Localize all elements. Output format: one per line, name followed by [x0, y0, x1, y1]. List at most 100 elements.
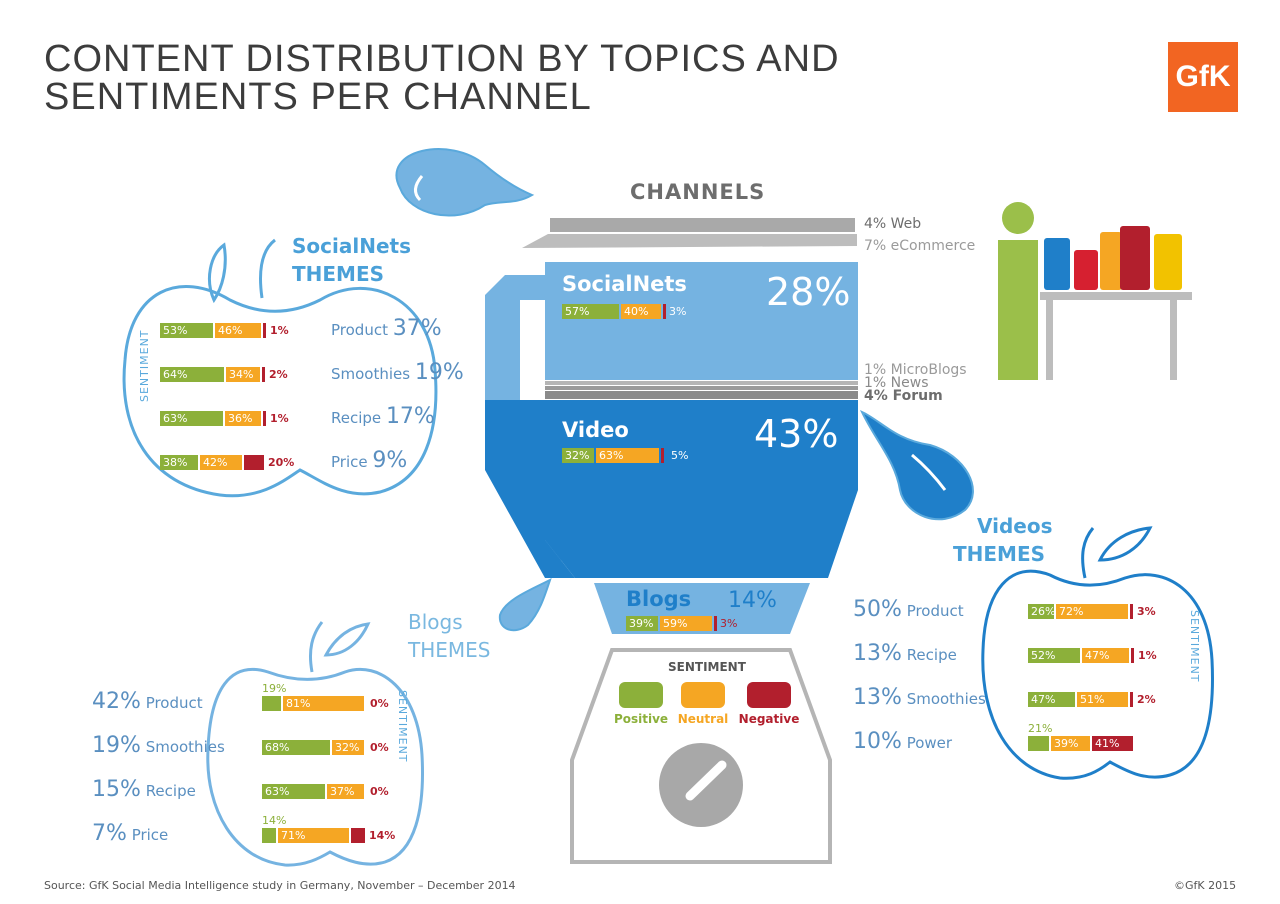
drop-right	[859, 410, 974, 521]
socialnets-neutral-segment: 40%	[621, 304, 661, 319]
video-channel-share: 43%	[754, 412, 839, 456]
blogs_themes-topic-price: 7% Price	[92, 821, 168, 846]
socialnets_themes-topic-share: 9%	[372, 448, 408, 473]
videos_themes-topic-name: Product	[906, 602, 964, 620]
blogs_themes-topic-recipe: 15% Recipe	[92, 777, 196, 802]
blogs-channel-share: 14%	[728, 588, 777, 613]
socialnets_themes-topic-share: 17%	[385, 404, 435, 429]
socialnets_themes-negative-segment	[263, 411, 266, 426]
blogs_themes-positive-segment: 68%	[262, 740, 330, 755]
blogs_themes-neutral-segment: 37%	[327, 784, 364, 799]
videos-themes-title-2: THEMES	[953, 542, 1046, 566]
videos_themes-negative-segment	[1130, 692, 1133, 707]
socialnets_themes-neutral-segment: 34%	[226, 367, 260, 382]
socialnets_themes-neutral-segment: 42%	[200, 455, 242, 470]
blender-base	[570, 648, 832, 864]
blogs_themes-positive-segment	[262, 696, 281, 711]
table-leg-left	[1046, 300, 1053, 380]
drop-top-arrow	[414, 175, 424, 202]
videos_themes-negative-segment: 41%	[1092, 736, 1133, 751]
socialnets_themes-negative-label: 1%	[270, 324, 289, 337]
legend-neutral-swatch	[681, 682, 725, 708]
blogs_themes-topic-share: 42%	[92, 689, 141, 714]
socialnets_themes-topic-smoothies: Smoothies 19%	[331, 360, 464, 385]
videos_themes-topic-name: Power	[906, 734, 953, 752]
blogs_themes-negative-segment	[351, 828, 365, 843]
footer-copyright: ©GfK 2015	[1174, 879, 1237, 892]
blogs-negative-label: 3%	[720, 617, 738, 630]
drop-left	[498, 578, 552, 632]
videos_themes-topic-share: 13%	[853, 685, 902, 710]
videos_themes-positive-segment: 26%	[1028, 604, 1055, 619]
videos_themes-neutral-segment: 72%	[1056, 604, 1128, 619]
video-neutral-segment: 63%	[596, 448, 659, 463]
videos_themes-topic-share: 13%	[853, 641, 902, 666]
videos_themes-positive-label: 21%	[1028, 722, 1053, 735]
channel-news-label: 1% News	[864, 375, 929, 391]
legend-positive-swatch	[619, 682, 663, 708]
mini-blender-blue	[1044, 238, 1070, 290]
news-band	[545, 386, 858, 390]
legend-positive-label: Positive	[613, 712, 669, 726]
blogs-themes-title: Blogs THEMES	[408, 608, 490, 664]
socialnets_themes-negative-label: 20%	[268, 456, 295, 469]
mini-blender-darkred	[1120, 226, 1150, 290]
blogs_themes-positive-segment	[262, 828, 276, 843]
socialnets_themes-neutral-segment: 46%	[215, 323, 261, 338]
videos_themes-topic-power: 10% Power	[853, 729, 952, 754]
apple-videos	[981, 569, 1214, 780]
socialnets_themes-topic-name: Smoothies	[331, 365, 411, 383]
blogs_themes-neutral-segment: 81%	[283, 696, 364, 711]
apple-blogs-leaf	[323, 622, 371, 657]
blogs_themes-topic-share: 7%	[92, 821, 127, 846]
blogs-themes-title-2: THEMES	[408, 638, 491, 662]
socialnets_themes-topic-price: Price 9%	[331, 448, 407, 473]
title-line-1: CONTENT DISTRIBUTION BY TOPICS AND	[44, 38, 840, 80]
drop-top	[395, 148, 535, 217]
blogs_themes-neutral-segment: 71%	[278, 828, 349, 843]
socialnets_themes-negative-segment	[262, 367, 265, 382]
dial-pointer	[685, 760, 727, 801]
blogs-positive-segment: 39%	[626, 616, 658, 631]
footer-source: Source: GfK Social Media Intelligence st…	[44, 879, 516, 892]
drop-right-arrow	[911, 453, 947, 491]
blogs_themes-neutral-segment: 32%	[332, 740, 364, 755]
videos_themes-topic-name: Recipe	[906, 646, 957, 664]
socialnets_themes-bar-smoothies: 64% 34% 2%	[160, 367, 288, 382]
socialnets_themes-topic-product: Product 37%	[331, 316, 442, 341]
socialnets-positive-segment: 57%	[562, 304, 619, 319]
socialnets_themes-negative-label: 2%	[269, 368, 288, 381]
blogs_themes-negative-label: 0%	[370, 785, 389, 798]
lid-top-band	[550, 218, 855, 232]
videos_themes-positive-segment	[1028, 736, 1049, 751]
socialnets_themes-bar-price: 38% 42% 20%	[160, 455, 294, 470]
table-leg-right	[1170, 300, 1177, 380]
apple-socialnets-stem	[259, 238, 276, 299]
jar-handle	[485, 275, 578, 560]
videos_themes-negative-label: 3%	[1137, 605, 1156, 618]
socialnets-themes-title: SocialNets THEMES	[292, 232, 411, 288]
videos_themes-neutral-segment: 39%	[1051, 736, 1090, 751]
video-channel-name: Video	[562, 418, 629, 442]
videos_themes-negative-segment	[1130, 604, 1133, 619]
socialnets_themes-negative-segment	[244, 455, 264, 470]
blogs-themes-title-1: Blogs	[408, 610, 463, 634]
blogs_themes-topic-share: 19%	[92, 733, 141, 758]
table-top	[1040, 292, 1192, 300]
video-handle-part	[485, 400, 575, 578]
videos_themes-topic-recipe: 13% Recipe	[853, 641, 957, 666]
forum-band	[545, 391, 858, 399]
channel-microblogs-label: 1% MicroBlogs	[864, 362, 967, 378]
channel-ecommerce-label: 7% eCommerce	[864, 238, 976, 254]
blogs_themes-negative-label: 0%	[370, 741, 389, 754]
videos_themes-negative-label: 2%	[1137, 693, 1156, 706]
videos_themes-negative-label: 1%	[1138, 649, 1157, 662]
videos_themes-positive-segment: 47%	[1028, 692, 1075, 707]
blogs-neutral-segment: 59%	[660, 616, 712, 631]
video-positive-segment: 32%	[562, 448, 594, 463]
videos_themes-bar-product: 26% 72% 3%	[1028, 604, 1156, 619]
lid-bottom-band	[522, 234, 857, 248]
blogs_themes-positive-label: 19%	[262, 682, 287, 695]
blogs_themes-topic-name: Price	[131, 826, 169, 844]
mini-blender-orange	[1100, 232, 1122, 290]
